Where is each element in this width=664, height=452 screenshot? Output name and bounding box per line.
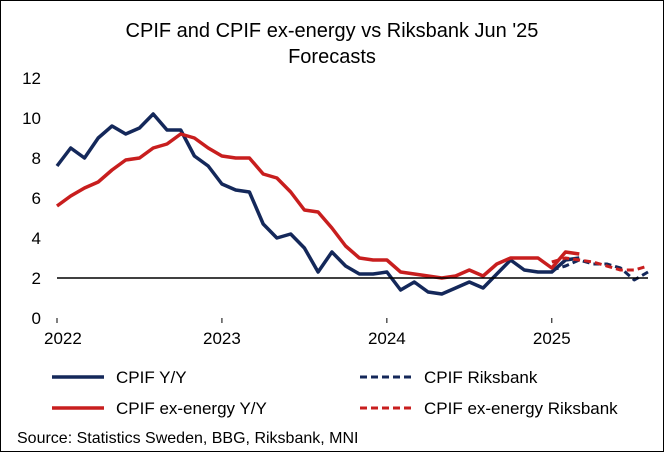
source-note: Source: Statistics Sweden, BBG, Riksbank… xyxy=(17,430,358,447)
x-tick-label: 2023 xyxy=(203,329,241,348)
series-line-cpif-ex-energy-riksbank xyxy=(551,256,649,272)
y-tick-label: 2 xyxy=(32,269,41,288)
y-tick-label: 4 xyxy=(32,229,41,248)
legend-label: CPIF Y/Y xyxy=(116,368,187,387)
x-tick-label: 2024 xyxy=(368,329,406,348)
y-tick-label: 0 xyxy=(32,309,41,328)
x-tick-label: 2022 xyxy=(44,329,82,348)
y-tick-label: 10 xyxy=(22,109,41,128)
x-tick-label: 2025 xyxy=(533,329,571,348)
legend-label: CPIF ex-energy Riksbank xyxy=(424,399,618,418)
y-tick-label: 6 xyxy=(32,189,41,208)
series-line-cpif-y-y xyxy=(55,112,580,296)
y-axis-ticks: 0 2 4 6 8 10 12 xyxy=(22,69,41,328)
y-tick-label: 12 xyxy=(22,69,41,88)
chart-title-line-1: CPIF and CPIF ex-energy vs Riksbank Jun … xyxy=(126,20,539,42)
chart-title-line-2: Forecasts xyxy=(288,46,376,68)
y-tick-label: 8 xyxy=(32,149,41,168)
legend-label: CPIF ex-energy Y/Y xyxy=(116,399,267,418)
legend-label: CPIF Riksbank xyxy=(424,368,538,387)
series-line-cpif-ex-energy-y-y xyxy=(55,132,580,280)
series-lines xyxy=(55,112,649,296)
legend: CPIF Y/Y CPIF Riksbank CPIF ex-energy Y/Y C… xyxy=(52,368,618,418)
x-axis-ticks: 2022 2023 2024 2025 xyxy=(44,318,571,348)
